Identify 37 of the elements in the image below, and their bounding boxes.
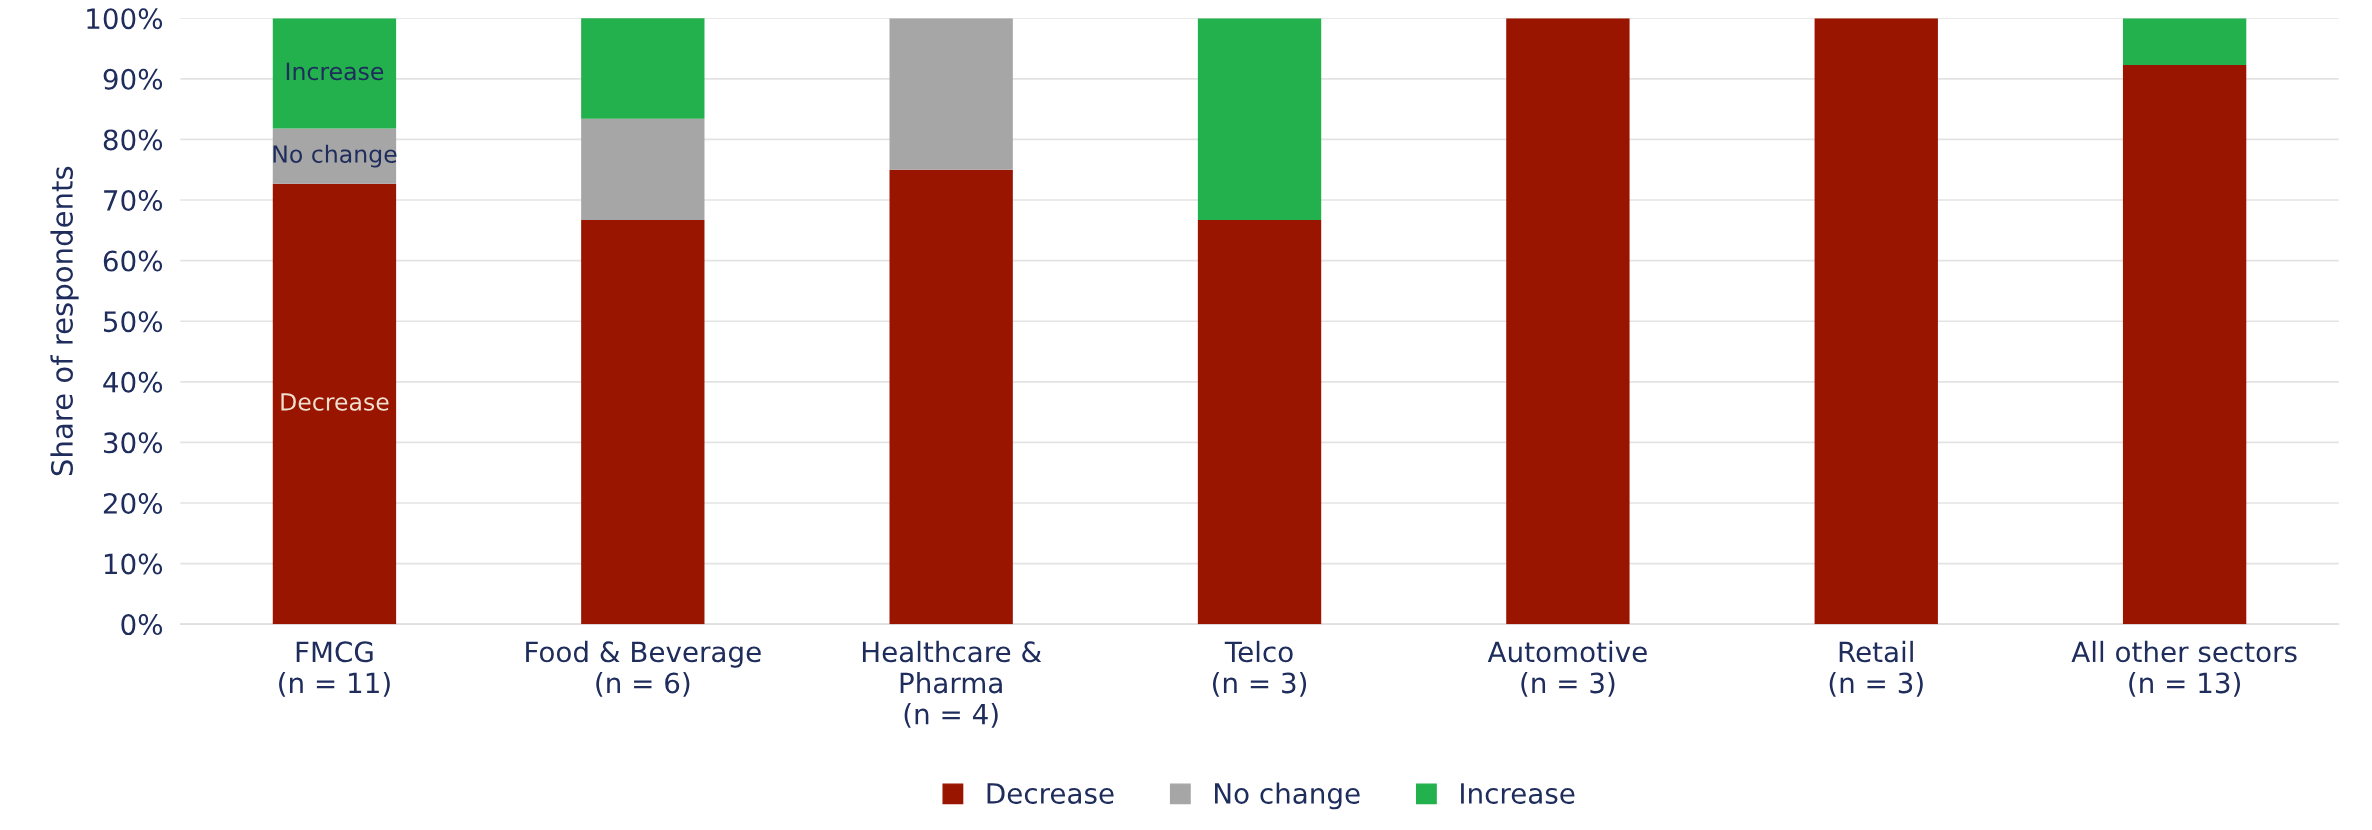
bar — [581, 220, 705, 625]
bar — [2122, 18, 2247, 65]
legend-label: Increase — [1461, 783, 1575, 804]
y-axis-title: Share of respondents — [50, 166, 79, 476]
bar — [889, 169, 1013, 625]
bar — [1506, 18, 1630, 625]
bar — [1197, 18, 1322, 221]
y-tick-label: 40% — [103, 371, 163, 393]
y-tick-label: 10% — [104, 553, 163, 575]
x-tick-label: Retail (n = 3) — [1829, 640, 1923, 697]
x-tick-label: Telco (n = 3) — [1212, 640, 1307, 697]
y-tick-label: 20% — [103, 492, 163, 514]
x-tick-label: All other sectors (n = 13) — [2071, 640, 2297, 697]
bar — [581, 18, 705, 119]
y-tick-label: 60% — [103, 250, 163, 272]
x-tick-label: Healthcare & Pharma (n = 4) — [862, 640, 1042, 728]
x-tick-label: FMCG (n = 11) — [279, 641, 390, 697]
legend-label: No change — [1215, 782, 1360, 810]
x-tick-label: Food & Beverage (n = 6) — [526, 640, 761, 697]
bar — [889, 18, 1013, 170]
x-tick-label: Automotive (n = 3) — [1487, 640, 1647, 697]
bar — [581, 118, 705, 221]
bar — [1814, 18, 1938, 625]
bar — [272, 183, 397, 625]
annotation: Decrease — [281, 393, 389, 411]
y-tick-label: 50% — [104, 311, 163, 333]
bar — [1197, 220, 1322, 625]
legend-label: Decrease — [987, 783, 1114, 804]
y-tick-label: 90% — [103, 68, 163, 90]
bar — [2122, 64, 2247, 625]
y-tick-label: 100% — [87, 8, 163, 30]
annotation: Increase — [286, 62, 384, 81]
y-tick-label: 70% — [104, 189, 163, 211]
y-tick-label: 30% — [103, 432, 163, 454]
y-tick-label: 0% — [121, 614, 163, 636]
bar — [272, 18, 397, 129]
y-tick-label: 80% — [103, 129, 163, 151]
